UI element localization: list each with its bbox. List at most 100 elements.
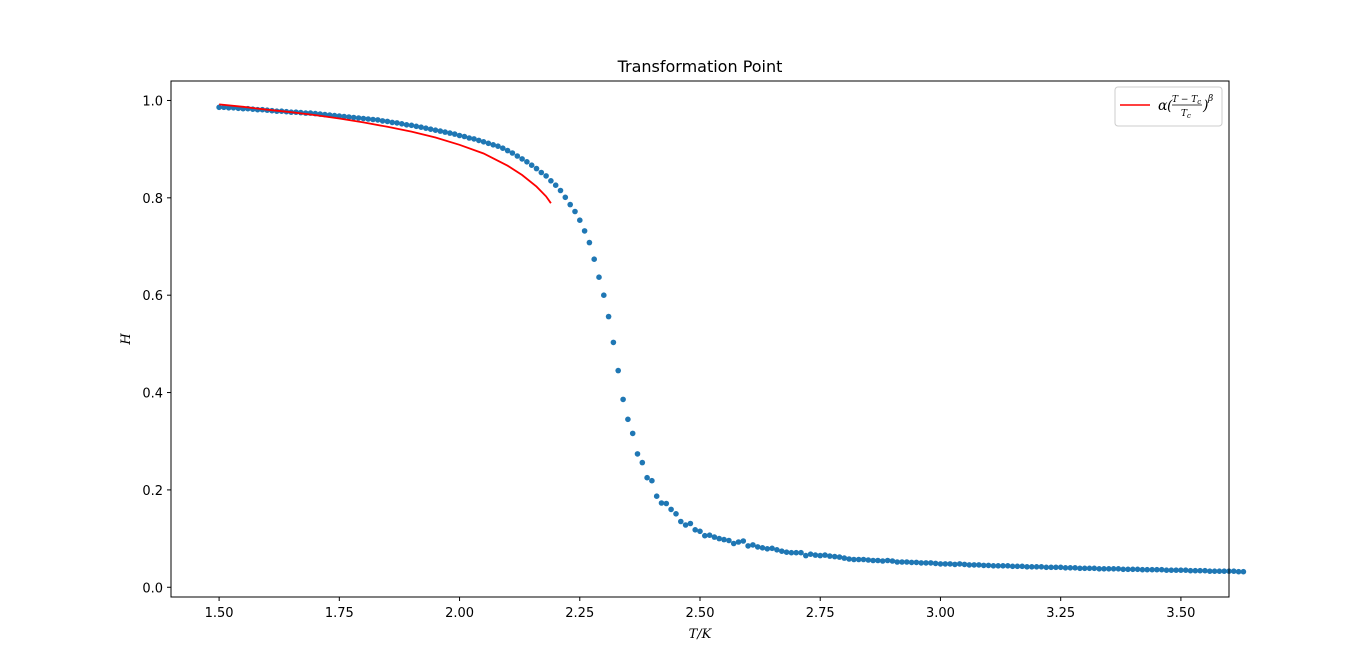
scatter-point [836, 554, 843, 560]
scatter-point [1231, 568, 1237, 574]
scatter-point [1197, 567, 1203, 574]
legend-denominator: Tc [1181, 109, 1191, 120]
scatter-point [581, 228, 588, 234]
scatter-point [427, 126, 434, 132]
scatter-point [572, 208, 578, 215]
scatter-point [1163, 567, 1170, 573]
scatter-point [365, 116, 372, 122]
scatter-point [461, 133, 468, 140]
scatter-point [500, 145, 506, 151]
scatter-point [1125, 566, 1131, 573]
scatter-point [822, 552, 828, 558]
y-tick-label: 0.0 [142, 581, 163, 596]
scatter-point [904, 559, 910, 565]
y-tick-label: 0.4 [142, 387, 163, 402]
scatter-point [673, 511, 679, 517]
scatter-point [1000, 563, 1006, 569]
scatter-point [730, 540, 737, 547]
scatter-point [1187, 567, 1194, 574]
scatter-point [437, 128, 444, 134]
scatter-point [706, 532, 713, 538]
scatter-point [990, 563, 997, 569]
scatter-point [1029, 564, 1035, 570]
scatter-point [971, 562, 977, 568]
scatter-point [754, 544, 761, 550]
scatter-point [1057, 564, 1064, 571]
scatter-point [466, 135, 473, 141]
x-tick-label: 2.50 [686, 606, 715, 621]
scatter-point [1115, 566, 1122, 572]
scatter-point [774, 547, 780, 553]
x-axis-label: T/K [689, 627, 713, 642]
scatter-point [1207, 568, 1213, 574]
scatter-point [870, 557, 876, 564]
scatter-point [966, 562, 973, 568]
plot-area [170, 80, 1247, 598]
scatter-point [1091, 565, 1098, 572]
scatter-point [389, 119, 396, 126]
scatter-point [432, 127, 439, 133]
scatter-point [995, 563, 1001, 569]
scatter-point [937, 561, 944, 567]
legend-box [1114, 86, 1223, 127]
scatter-point [1221, 568, 1227, 574]
scatter-point [538, 169, 545, 176]
scatter-point [875, 557, 881, 564]
scatter-point [548, 178, 554, 184]
scatter-point [745, 543, 751, 549]
scatter-point [764, 546, 771, 552]
scatter-point [817, 552, 823, 559]
scatter-point [798, 549, 804, 556]
scatter-point [384, 118, 391, 125]
scatter-point [1173, 567, 1179, 573]
scatter-point [350, 114, 357, 121]
scatter-point [976, 562, 982, 568]
scatter-point [956, 561, 963, 567]
scatter-point [653, 493, 660, 500]
scatter-point [644, 474, 650, 481]
scatter-point [1168, 567, 1175, 573]
scatter-point [1178, 567, 1184, 573]
scatter-point [620, 396, 626, 403]
scatter-point [413, 123, 420, 130]
scatter-point [451, 131, 458, 137]
plot-background [171, 81, 1229, 597]
scatter-point [1154, 566, 1160, 573]
scatter-point [947, 561, 953, 567]
scatter-point [471, 136, 477, 142]
x-tick-label: 1.75 [325, 606, 354, 621]
scatter-point [370, 116, 376, 123]
scatter-point [1235, 568, 1242, 575]
scatter-point [1110, 566, 1117, 572]
scatter-point [375, 117, 381, 123]
scatter-point [803, 552, 809, 559]
scatter-point [601, 292, 607, 299]
scatter-point [1019, 563, 1025, 570]
scatter-point [591, 256, 597, 263]
scatter-point [567, 201, 573, 208]
y-tick-label: 0.2 [142, 484, 163, 499]
scatter-point [779, 548, 785, 554]
scatter-point [379, 118, 386, 124]
scatter-point [831, 553, 838, 560]
scatter-point [408, 122, 415, 129]
scatter-point [908, 559, 915, 566]
scatter-point [605, 313, 612, 320]
scatter-point [678, 518, 684, 525]
scatter-point [735, 539, 742, 545]
scatter-point [639, 459, 646, 466]
x-tick-label: 3.25 [1046, 606, 1075, 621]
scatter-point [1024, 564, 1030, 570]
scatter-point [456, 132, 463, 139]
scatter-point [490, 142, 497, 148]
scatter-point [586, 239, 593, 246]
scatter-point [1182, 567, 1189, 573]
scatter-point [793, 549, 799, 556]
scatter-point [1130, 566, 1136, 573]
y-tick-label: 1.0 [142, 94, 163, 109]
scatter-point [918, 560, 924, 566]
scatter-point [1216, 568, 1223, 574]
legend-open-paren: ( [1167, 98, 1173, 114]
scatter-point [1081, 565, 1088, 572]
scatter-point [668, 506, 674, 513]
